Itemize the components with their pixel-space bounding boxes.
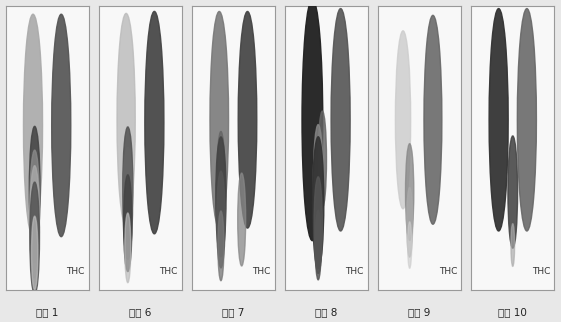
Ellipse shape bbox=[318, 111, 327, 208]
Ellipse shape bbox=[408, 222, 412, 268]
Ellipse shape bbox=[238, 173, 246, 266]
Ellipse shape bbox=[145, 11, 164, 234]
Text: THC: THC bbox=[346, 267, 364, 276]
Ellipse shape bbox=[489, 9, 508, 231]
Ellipse shape bbox=[216, 137, 226, 257]
Ellipse shape bbox=[24, 14, 43, 237]
Ellipse shape bbox=[396, 31, 411, 209]
Ellipse shape bbox=[314, 125, 323, 237]
Ellipse shape bbox=[117, 14, 135, 226]
Ellipse shape bbox=[125, 213, 131, 283]
Text: THC: THC bbox=[532, 267, 550, 276]
Text: 实例 8: 实例 8 bbox=[315, 307, 338, 317]
Ellipse shape bbox=[52, 14, 71, 237]
Ellipse shape bbox=[123, 127, 133, 243]
Text: THC: THC bbox=[66, 267, 85, 276]
Text: 实例 1: 实例 1 bbox=[36, 307, 58, 317]
Ellipse shape bbox=[517, 9, 536, 231]
Ellipse shape bbox=[406, 144, 414, 241]
Ellipse shape bbox=[314, 177, 323, 274]
Ellipse shape bbox=[315, 210, 321, 280]
Ellipse shape bbox=[217, 131, 225, 224]
Ellipse shape bbox=[312, 137, 324, 268]
Ellipse shape bbox=[30, 182, 39, 294]
Ellipse shape bbox=[30, 166, 39, 278]
Ellipse shape bbox=[31, 216, 38, 290]
Text: THC: THC bbox=[439, 267, 457, 276]
Ellipse shape bbox=[29, 126, 40, 252]
Ellipse shape bbox=[217, 171, 225, 268]
Ellipse shape bbox=[218, 211, 224, 281]
Ellipse shape bbox=[508, 136, 518, 248]
Ellipse shape bbox=[123, 147, 132, 260]
Ellipse shape bbox=[123, 175, 132, 271]
Text: 实例 10: 实例 10 bbox=[498, 307, 527, 317]
Text: THC: THC bbox=[252, 267, 271, 276]
Ellipse shape bbox=[210, 12, 228, 228]
Ellipse shape bbox=[407, 187, 413, 257]
Text: 实例 6: 实例 6 bbox=[129, 307, 151, 317]
Text: THC: THC bbox=[159, 267, 178, 276]
Ellipse shape bbox=[302, 0, 323, 241]
Ellipse shape bbox=[331, 9, 350, 231]
Text: 实例 7: 实例 7 bbox=[222, 307, 245, 317]
Ellipse shape bbox=[424, 15, 442, 224]
Ellipse shape bbox=[511, 224, 514, 266]
Ellipse shape bbox=[238, 12, 257, 228]
Text: 实例 9: 实例 9 bbox=[408, 307, 431, 317]
Ellipse shape bbox=[30, 150, 39, 262]
